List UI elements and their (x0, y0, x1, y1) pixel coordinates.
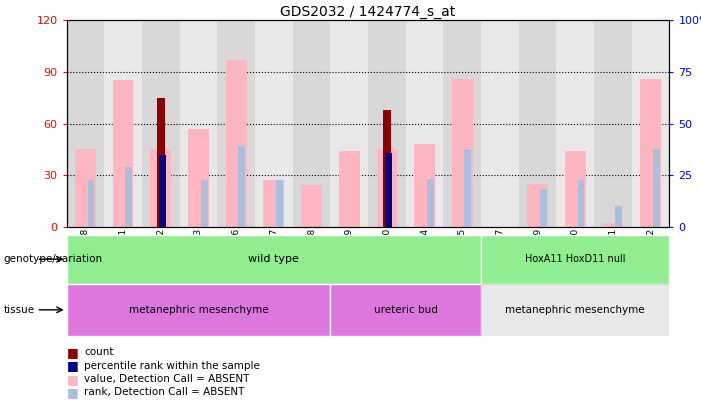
Bar (376, 149, 397, 227)
Bar (156, 98, 165, 227)
Bar (481, 235, 669, 284)
Bar (151, 149, 171, 227)
Text: ■: ■ (67, 373, 79, 386)
Text: ■: ■ (67, 359, 79, 372)
Bar (519, 20, 557, 227)
Bar (159, 154, 166, 227)
Bar (557, 20, 594, 227)
Bar (301, 185, 322, 227)
Text: value, Detection Call = ABSENT: value, Detection Call = ABSENT (84, 374, 250, 384)
Bar (594, 20, 632, 227)
Text: ■: ■ (67, 346, 79, 359)
Bar (255, 20, 293, 227)
Bar (406, 20, 443, 227)
Bar (414, 144, 435, 227)
Text: metanephric mesenchyme: metanephric mesenchyme (505, 305, 645, 315)
Text: ureteric bud: ureteric bud (374, 305, 437, 315)
Bar (264, 180, 284, 227)
Text: genotype/variation: genotype/variation (4, 254, 102, 264)
Bar (383, 110, 391, 227)
Bar (75, 149, 96, 227)
Bar (339, 151, 360, 227)
Text: HoxA11 HoxD11 null: HoxA11 HoxD11 null (525, 254, 625, 264)
Bar (540, 189, 547, 227)
Bar (443, 20, 481, 227)
Bar (481, 20, 519, 227)
Bar (188, 129, 209, 227)
Bar (330, 284, 481, 336)
Bar (293, 20, 330, 227)
Bar (465, 149, 471, 227)
Bar (125, 166, 132, 227)
Bar (179, 20, 217, 227)
Bar (142, 20, 179, 227)
Bar (276, 180, 283, 227)
Text: metanephric mesenchyme: metanephric mesenchyme (129, 305, 268, 315)
Bar (578, 180, 585, 227)
Text: rank, Detection Call = ABSENT: rank, Detection Call = ABSENT (84, 388, 245, 397)
Bar (452, 79, 472, 227)
Bar (427, 179, 434, 227)
Bar (67, 284, 330, 336)
Bar (615, 206, 622, 227)
Bar (481, 284, 669, 336)
Bar (226, 60, 247, 227)
Text: ■: ■ (67, 386, 79, 399)
Bar (67, 235, 481, 284)
Bar (368, 20, 406, 227)
Bar (653, 149, 660, 227)
Bar (113, 81, 133, 227)
Bar (330, 20, 368, 227)
Text: percentile rank within the sample: percentile rank within the sample (84, 361, 260, 371)
Bar (238, 146, 245, 227)
Bar (603, 224, 623, 227)
Bar (386, 153, 392, 227)
Bar (200, 180, 207, 227)
Text: tissue: tissue (4, 305, 34, 315)
Bar (640, 79, 661, 227)
Bar (67, 20, 104, 227)
Title: GDS2032 / 1424774_s_at: GDS2032 / 1424774_s_at (280, 5, 456, 19)
Bar (565, 151, 585, 227)
Bar (88, 180, 95, 227)
Text: wild type: wild type (248, 254, 299, 264)
Bar (217, 20, 255, 227)
Bar (527, 184, 548, 227)
Bar (632, 20, 669, 227)
Text: count: count (84, 347, 114, 357)
Bar (104, 20, 142, 227)
